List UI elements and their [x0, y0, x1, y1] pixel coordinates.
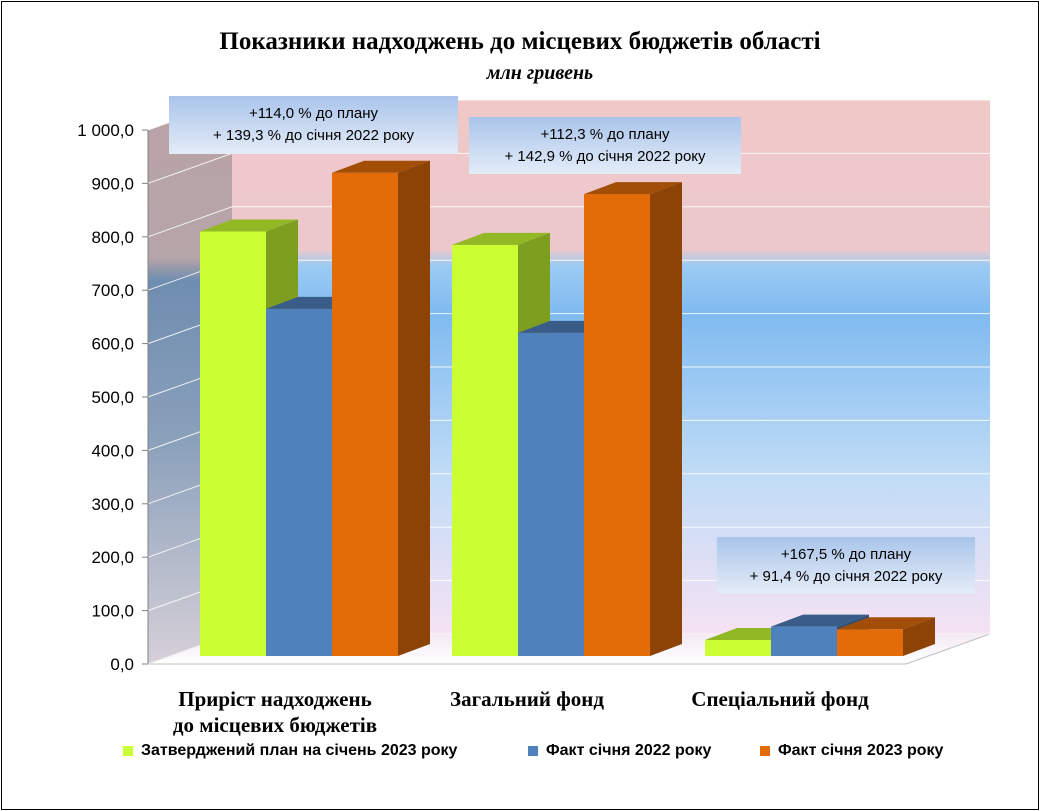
annotation-box: +114,0 % до плану + 139,3 % до січня 2022…	[169, 96, 458, 154]
y-tick-label: 500,0	[91, 388, 134, 407]
legend-label-fact-2023: Факт січня 2023 року	[778, 742, 944, 759]
bar-side	[903, 617, 935, 656]
category-label-line: Приріст надходжень	[178, 687, 371, 711]
chart-subtitle: млн гривень	[486, 62, 594, 84]
y-tick-label: 900,0	[91, 174, 134, 193]
bar-front	[266, 308, 332, 656]
annotation-bg	[469, 117, 741, 174]
legend-swatch-plan	[123, 746, 133, 756]
bar-top	[332, 160, 430, 173]
bar-front	[771, 626, 837, 656]
annotation-bg	[717, 537, 975, 593]
bar-side	[398, 160, 430, 657]
y-tick-label: 700,0	[91, 281, 134, 300]
annotation-line1: +114,0 % до плану	[249, 105, 379, 122]
bar-front	[452, 244, 518, 656]
y-tick-label: 200,0	[91, 548, 134, 567]
bar-top	[771, 614, 869, 627]
legend-swatch-fact-2022	[528, 746, 538, 756]
category-label-line: Спеціальний фонд	[691, 687, 869, 711]
y-tick-label: 300,0	[91, 495, 134, 514]
bar-front	[705, 639, 771, 656]
y-tick-label: 800,0	[91, 228, 134, 247]
annotation-line1: +167,5 % до плану	[781, 546, 912, 563]
annotation-line1: +112,3 % до плану	[540, 126, 670, 143]
legend-item-fact-2023: Факт січня 2023 року	[760, 742, 943, 760]
y-tick-label: 600,0	[91, 335, 134, 354]
category-label: Спеціальний фонд	[691, 687, 869, 711]
gridline	[147, 206, 990, 238]
bar	[332, 160, 430, 657]
legend-label-plan: Затверджений план на січень 2023 року	[141, 742, 458, 759]
y-tick-label: 0,0	[110, 655, 134, 674]
annotation-box: +112,3 % до плану + 142,9 % до січня 2022…	[469, 117, 741, 174]
y-tick-label: 400,0	[91, 441, 134, 460]
bar-front	[200, 231, 266, 656]
bar-front	[837, 629, 903, 656]
category-label: Загальний фонд	[450, 687, 604, 711]
annotation-line2: + 142,9 % до січня 2022 року	[504, 148, 706, 165]
bar-top	[452, 232, 550, 245]
bar	[837, 617, 935, 656]
annotation-bg	[169, 96, 458, 154]
bar-front	[518, 332, 584, 656]
bar-top	[837, 617, 935, 630]
chart-title: Показники надходжень до місцевих бюджеті…	[219, 28, 821, 55]
bar-top	[200, 219, 298, 232]
y-tick-label: 100,0	[91, 602, 134, 621]
annotation-box: +167,5 % до плану + 91,4 % до січня 2022 …	[717, 537, 975, 593]
bar	[584, 182, 682, 656]
category-label-line: до місцевих бюджетів	[173, 713, 377, 737]
legend-item-fact-2022: Факт січня 2022 року	[528, 742, 711, 760]
category-label-line: Загальний фонд	[450, 687, 604, 711]
legend-item-plan: Затверджений план на січень 2023 року	[123, 742, 457, 760]
bar-front	[332, 172, 398, 657]
legend-label-fact-2022: Факт січня 2022 року	[546, 742, 712, 759]
annotation-line2: + 91,4 % до січня 2022 року	[750, 568, 943, 585]
legend-swatch-fact-2023	[760, 746, 770, 756]
bar-side	[650, 182, 682, 656]
y-tick-label: 1 000,0	[77, 121, 134, 140]
bar-top	[584, 182, 682, 195]
annotation-line2: + 139,3 % до січня 2022 року	[213, 127, 415, 144]
bar-front	[584, 194, 650, 656]
